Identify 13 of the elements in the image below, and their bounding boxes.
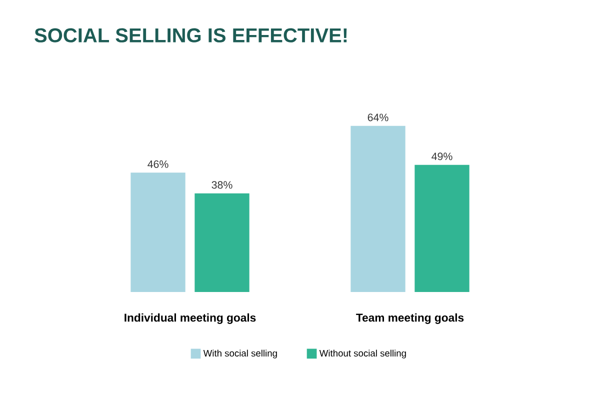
data-label: 46% [148, 160, 168, 168]
data-label: 49% [432, 152, 452, 160]
legend-label: Without social selling [319, 350, 406, 358]
bar [350, 126, 406, 292]
bar [194, 193, 250, 292]
bar [130, 172, 186, 292]
bar [414, 164, 470, 292]
x-tick-label: Individual meeting goals [124, 313, 256, 324]
data-label: 64% [368, 114, 388, 122]
legend-label: With social selling [203, 350, 277, 358]
data-label: 38% [212, 181, 232, 189]
chart-title: SOCIAL SELLING IS EFFECTIVE! [34, 28, 347, 42]
x-tick-label: Team meeting goals [356, 313, 464, 324]
